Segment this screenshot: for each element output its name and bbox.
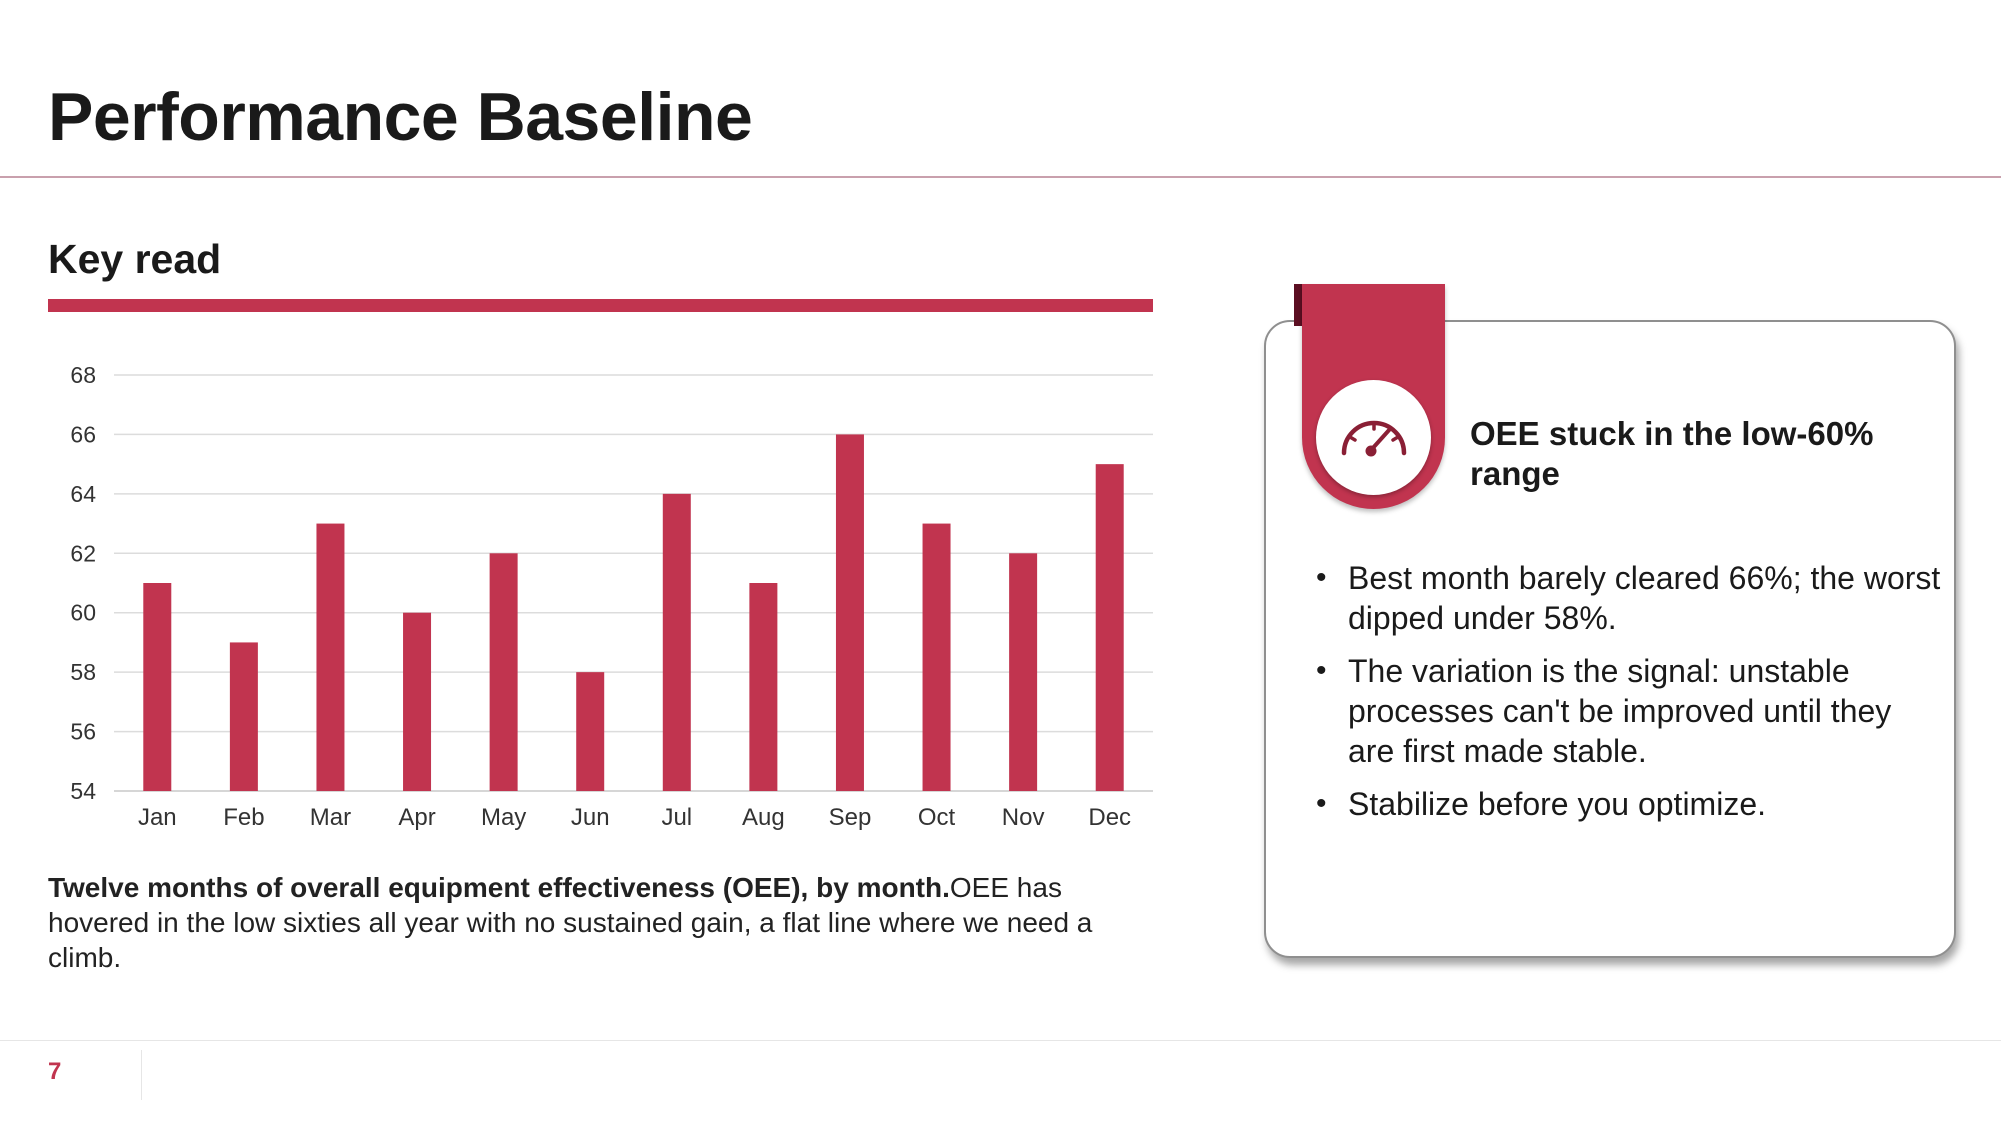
x-tick-label: Aug [742, 804, 785, 831]
chart-bars [143, 434, 1124, 791]
y-tick-label: 60 [70, 600, 96, 626]
chart-x-axis: Jan Feb Mar Apr May Jun Jul Aug Sep Oct Nov Dec [138, 804, 1131, 831]
callout-title: OEE stuck in the low-60% range [1470, 415, 1874, 492]
bar-feb [229, 642, 258, 791]
bar-aug [749, 583, 778, 791]
bullet-text: The variation is the signal: unstable pr… [1348, 653, 1892, 769]
title-divider [0, 176, 2001, 178]
y-tick-label: 56 [70, 719, 96, 745]
bullet-item: • Best month barely cleared 66%; the wors… [1312, 558, 1942, 638]
bar-nov [1009, 553, 1038, 791]
section-accent-bar [48, 299, 1153, 312]
bar-oct [922, 523, 951, 791]
bar-jun [576, 672, 605, 791]
bar-dec [1095, 464, 1124, 791]
y-tick-label: 58 [70, 659, 96, 685]
bullet-dot: • [1316, 561, 1327, 594]
footer-separator [141, 1050, 142, 1100]
bar-sep [835, 434, 864, 791]
page-number: 7 [48, 1058, 62, 1085]
x-tick-label: Dec [1088, 804, 1131, 831]
slide-title: Performance Baseline [48, 79, 753, 155]
x-tick-label: Jun [571, 804, 610, 831]
bullet-item: • The variation is the signal: unstable p… [1312, 651, 1942, 771]
bullet-text: Best month barely cleared 66%; the worst… [1348, 560, 1941, 636]
x-tick-label: Mar [310, 804, 351, 831]
bar-mar [316, 523, 345, 791]
x-tick-label: Sep [829, 804, 872, 831]
bullet-dot: • [1316, 654, 1327, 687]
y-tick-label: 54 [70, 778, 96, 804]
chart-caption: Twelve months of overall equipment effec… [48, 870, 1158, 975]
oee-bar-chart: 54 56 58 60 62 64 66 68 Jan Feb Mar Apr May Jun Jul Au… [70, 362, 1153, 831]
caption-body: OEE has hovered in the low sixties all y… [48, 872, 1093, 973]
bar-jan [143, 583, 172, 791]
x-tick-label: Feb [223, 804, 264, 831]
x-tick-label: Apr [398, 804, 435, 831]
bullet-text: Stabilize before you optimize. [1348, 786, 1766, 822]
y-tick-label: 68 [70, 362, 96, 388]
y-tick-label: 66 [70, 421, 96, 447]
bar-may [489, 553, 518, 791]
bullet-dot: • [1316, 787, 1327, 820]
x-tick-label: Oct [918, 804, 956, 831]
chart-gridlines [114, 374, 1153, 792]
section-heading: Key read [48, 236, 222, 282]
y-tick-label: 62 [70, 540, 96, 566]
gauge-icon [1336, 407, 1412, 468]
footer-divider [0, 1040, 2001, 1041]
x-tick-label: May [481, 804, 526, 831]
x-tick-label: Jan [138, 804, 177, 831]
bar-jul [662, 493, 691, 791]
callout-bullets: • Best month barely cleared 66%; the wors… [1312, 558, 1942, 837]
bullet-item: • Stabilize before you optimize. [1312, 784, 1942, 824]
bar-apr [403, 612, 432, 791]
y-tick-label: 64 [70, 481, 96, 507]
caption-lead: Twelve months of overall equipment effec… [48, 872, 950, 903]
x-tick-label: Jul [661, 804, 692, 831]
x-tick-label: Nov [1002, 804, 1045, 831]
callout-icon-badge [1316, 380, 1431, 495]
chart-y-axis: 54 56 58 60 62 64 66 68 [70, 362, 96, 804]
